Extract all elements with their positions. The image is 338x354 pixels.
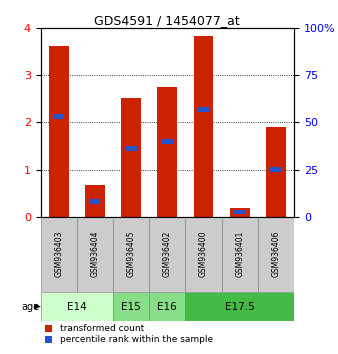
Text: E17.5: E17.5	[225, 302, 255, 312]
Text: GSM936403: GSM936403	[54, 231, 63, 278]
Bar	[41, 292, 113, 321]
Legend: transformed count, percentile rank within the sample: transformed count, percentile rank withi…	[45, 324, 213, 344]
Bar	[266, 127, 286, 217]
Bar	[121, 98, 141, 217]
Bar	[222, 217, 258, 292]
Bar	[53, 114, 64, 119]
Bar	[194, 36, 214, 217]
Text: GSM936402: GSM936402	[163, 231, 172, 278]
Bar	[90, 199, 100, 204]
Bar	[186, 217, 222, 292]
Bar	[49, 46, 69, 217]
Bar	[162, 139, 173, 144]
Text: E15: E15	[121, 302, 141, 312]
Bar	[230, 208, 250, 217]
Text: GSM936401: GSM936401	[235, 231, 244, 278]
Bar	[126, 146, 137, 151]
Bar	[149, 217, 186, 292]
Text: GSM936405: GSM936405	[127, 231, 136, 278]
Bar	[113, 292, 149, 321]
Bar	[270, 167, 282, 172]
Bar	[149, 292, 186, 321]
Bar	[158, 87, 177, 217]
Bar	[41, 217, 77, 292]
Text: age: age	[22, 302, 40, 312]
Title: GDS4591 / 1454077_at: GDS4591 / 1454077_at	[94, 14, 240, 27]
Text: GSM936400: GSM936400	[199, 231, 208, 278]
Bar	[234, 210, 245, 214]
Bar	[77, 217, 113, 292]
Bar	[258, 217, 294, 292]
Text: GSM936404: GSM936404	[90, 231, 99, 278]
Text: GSM936406: GSM936406	[271, 231, 281, 278]
Bar	[186, 292, 294, 321]
Bar	[113, 217, 149, 292]
Text: E16: E16	[158, 302, 177, 312]
Text: E14: E14	[67, 302, 87, 312]
Bar	[198, 107, 209, 112]
Bar	[85, 184, 105, 217]
